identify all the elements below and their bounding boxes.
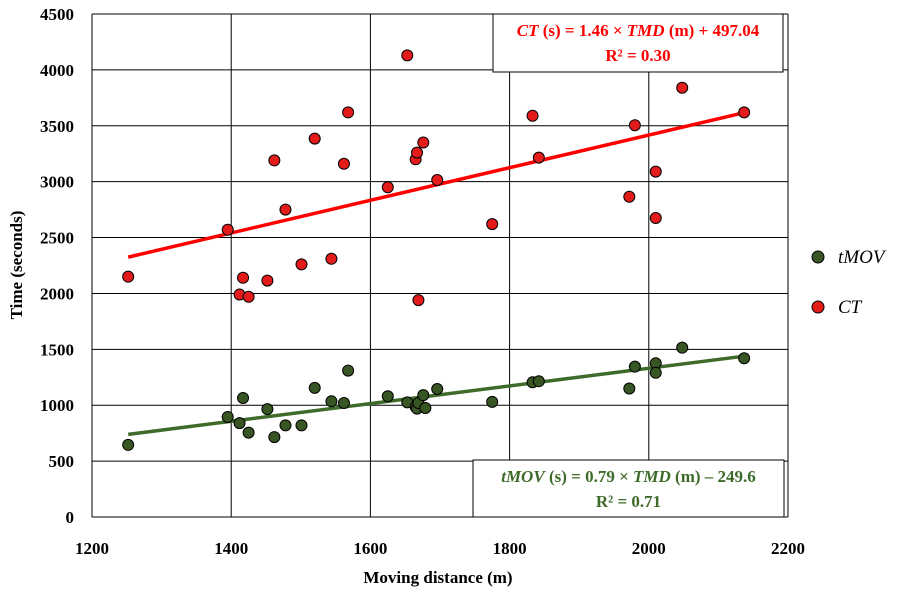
point-ct [342,106,355,119]
tick-labels: 0 500 1000 1500 2000 2500 3000 3500 4000 4500 1200… [40,5,805,558]
point-tmov [431,383,444,396]
point-tmov [221,410,234,423]
r-squared-label: R² = 0.30 [605,46,670,65]
point-ct [237,271,250,284]
equation-box-ct [492,13,784,73]
point-ct [431,173,444,186]
y-tick-label: 4000 [40,61,74,80]
point-ct [628,119,641,132]
y-tick-label: 1000 [40,396,74,415]
y-axis-title: Time (seconds) [7,211,26,320]
point-ct [325,252,338,265]
point-tmov [325,395,338,408]
point-tmov [628,360,641,373]
y-tick-label: 0 [66,508,75,527]
point-ct [532,151,545,164]
point-ct [649,165,662,178]
x-tick-label: 2200 [771,539,805,558]
point-ct [261,274,274,287]
point-tmov [295,419,308,432]
point-tmov [486,395,499,408]
point-ct [279,203,292,216]
point-tmov [532,375,545,388]
point-tmov [342,364,355,377]
point-ct [122,270,135,283]
point-tmov [676,341,689,354]
point-tmov [122,438,135,451]
y-tick-label: 1500 [40,340,74,359]
equation-line: CT (s) = 1.46 × TMD (m) + 497.04 [517,21,760,40]
point-tmov [649,366,662,379]
legend-marker-ct [811,300,825,314]
point-tmov [233,417,246,430]
point-ct [221,223,234,236]
point-tmov [308,381,321,394]
legend: tMOV CT [811,247,887,318]
point-ct [738,106,751,119]
legend-marker-tmov [811,250,825,264]
point-tmov [419,402,432,415]
point-ct [242,290,255,303]
data-points [122,49,751,451]
point-ct [401,49,414,62]
y-tick-label: 500 [49,452,75,471]
y-tick-label: 2000 [40,284,74,303]
point-ct [308,132,321,145]
point-tmov [237,391,250,404]
y-tick-label: 3500 [40,117,74,136]
y-tick-label: 3000 [40,173,74,192]
point-ct [417,136,430,149]
x-tick-label: 1400 [214,539,248,558]
x-axis-title: Moving distance (m) [363,568,512,587]
point-tmov [279,419,292,432]
x-tick-label: 1200 [75,539,109,558]
point-tmov [623,382,636,395]
legend-label-tmov: tMOV [838,247,887,268]
equation-boxes: tMOV (s) = 0.79 × TMD (m) – 249.6 R² = 0.… [472,13,785,518]
point-ct [526,109,539,122]
point-tmov [417,389,430,402]
point-ct [268,154,281,167]
point-ct [337,157,350,170]
r-squared-label: R² = 0.71 [596,492,661,511]
x-tick-label: 2000 [632,539,666,558]
point-ct [412,294,425,307]
point-tmov [242,426,255,439]
point-ct [381,181,394,194]
y-tick-label: 4500 [40,5,74,24]
point-ct [295,258,308,271]
legend-label-ct: CT [838,297,863,318]
point-tmov [738,352,751,365]
trendline-tmov [127,354,745,437]
point-tmov [268,431,281,444]
point-ct [676,81,689,94]
x-tick-label: 1600 [353,539,387,558]
point-ct [486,218,499,231]
equation-box-tmov [472,459,785,518]
x-tick-label: 1800 [493,539,527,558]
y-tick-label: 2500 [40,229,74,248]
point-tmov [337,396,350,409]
point-tmov [261,403,274,416]
point-ct [411,146,424,159]
point-ct [623,190,636,203]
point-ct [649,211,662,224]
point-tmov [381,390,394,403]
equation-line: tMOV (s) = 0.79 × TMD (m) – 249.6 [501,467,756,486]
